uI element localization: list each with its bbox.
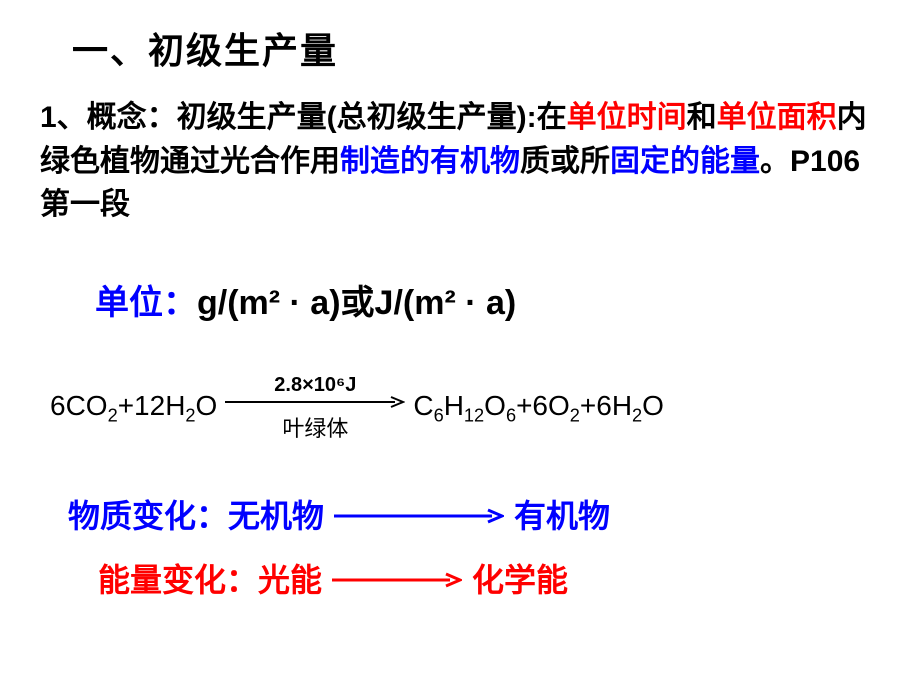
matter-label: 物质变化： [68,491,228,537]
energy-to: 化学能 [472,555,568,601]
matter-from: 无机物 [228,491,324,537]
equation-reactants: 6CO2+12H2O [50,390,217,427]
units-value: g/(m² · a)或J/(m² · a) [197,284,516,322]
energy-label: 能量变化： [98,555,258,601]
equation-arrow-icon [225,395,405,409]
definition-paragraph: 1、概念：初级生产量(总初级生产量):在单位时间和单位面积内绿色植物通过光合作用… [40,96,880,227]
def-red-1: 单位时间 [567,101,687,134]
def-blue-2: 固定的能量 [610,145,760,178]
energy-arrow-icon [332,559,462,596]
matter-change-line: 物质变化： 无机物 有机物 [68,491,880,537]
chemical-equation: 6CO2+12H2O 2.8×10⁶J 叶绿体 C6H12O6+6O2+6H2O [50,374,880,443]
energy-change-line: 能量变化： 光能 化学能 [98,555,880,601]
equation-products: C6H12O6+6O2+6H2O [413,390,664,427]
def-text-1: 1、概念：初级生产量(总初级生产量):在 [40,101,567,134]
arrow-top-label: 2.8×10⁶J [274,374,356,397]
matter-arrow-icon [334,495,504,532]
units-label: 单位： [95,284,197,322]
energy-from: 光能 [258,555,322,601]
matter-to: 有机物 [514,491,610,537]
def-text-2: 和 [687,101,717,134]
units-line: 单位：g/(m² · a)或J/(m² · a) [95,275,880,324]
section-title: 一、初级生产量 [72,22,880,74]
arrow-bottom-label: 叶绿体 [282,411,348,443]
equation-arrow-block: 2.8×10⁶J 叶绿体 [225,374,405,443]
def-blue-1: 制造的有机物 [340,145,520,178]
def-red-2: 单位面积 [717,101,837,134]
def-text-4: 质或所 [520,145,610,178]
